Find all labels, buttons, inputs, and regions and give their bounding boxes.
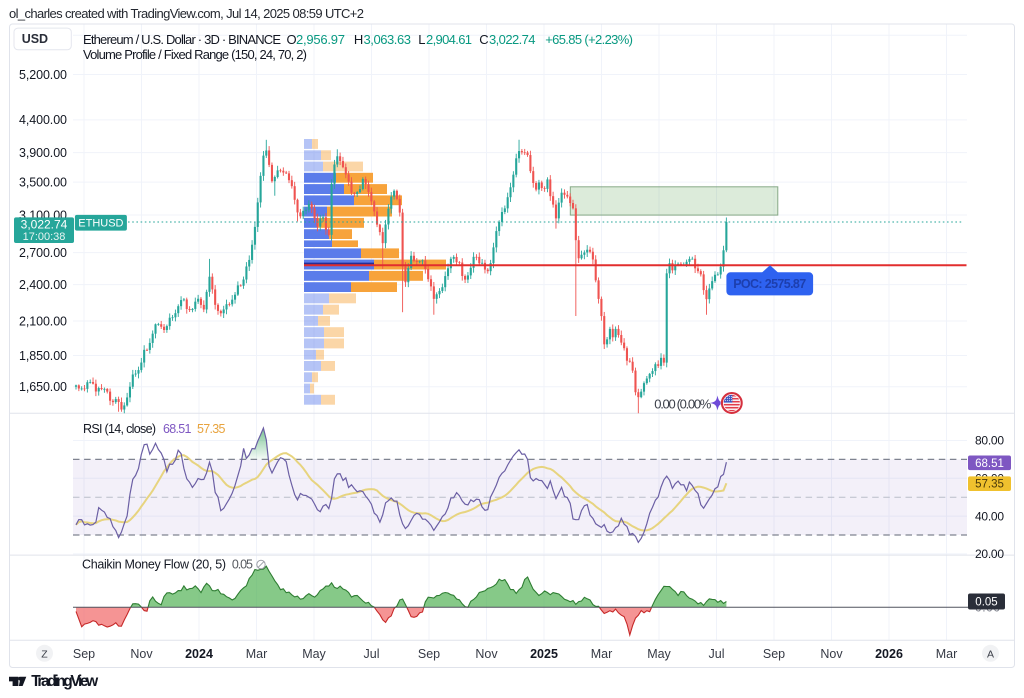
svg-text:Nov: Nov — [820, 647, 843, 661]
svg-text:2024: 2024 — [185, 647, 213, 661]
svg-text:ETHUSD: ETHUSD — [78, 218, 123, 230]
svg-text:May: May — [302, 647, 326, 661]
svg-text:+65.85 (+2.23%): +65.85 (+2.23%) — [545, 32, 633, 47]
svg-text:3,022.74: 3,022.74 — [21, 217, 68, 231]
svg-text:57.35: 57.35 — [975, 479, 1004, 491]
svg-text:O: O — [287, 32, 297, 47]
svg-text:17:00:38: 17:00:38 — [23, 231, 66, 243]
svg-text:2,700.00: 2,700.00 — [19, 246, 67, 260]
svg-text:3,900.00: 3,900.00 — [19, 146, 67, 160]
svg-text:Sep: Sep — [763, 647, 785, 661]
svg-text:H: H — [354, 32, 363, 47]
svg-text:Ethereum / U.S. Dollar · 3D ·: Ethereum / U.S. Dollar · 3D · BINANCE — [83, 32, 281, 47]
svg-text:Mar: Mar — [591, 647, 613, 661]
svg-text:2025: 2025 — [530, 647, 558, 661]
svg-text:Z: Z — [41, 648, 48, 660]
svg-text:Mar: Mar — [936, 647, 958, 661]
svg-text:2,904.61: 2,904.61 — [426, 32, 472, 47]
svg-text:2,956.97: 2,956.97 — [296, 32, 345, 47]
svg-text:Sep: Sep — [73, 647, 95, 661]
svg-text:Nov: Nov — [130, 647, 153, 661]
svg-text:Mar: Mar — [246, 647, 268, 661]
svg-text:0.00 (0.00%: 0.00 (0.00% — [654, 397, 711, 412]
svg-text:L: L — [418, 32, 425, 47]
svg-text:5,200.00: 5,200.00 — [19, 68, 67, 82]
svg-text:68.51: 68.51 — [163, 422, 192, 436]
svg-text:2,400.00: 2,400.00 — [19, 278, 67, 292]
svg-text:May: May — [647, 647, 671, 661]
svg-text:C: C — [479, 32, 488, 47]
svg-text:1,850.00: 1,850.00 — [19, 349, 67, 363]
svg-text:A: A — [987, 648, 994, 660]
svg-text:Sep: Sep — [418, 647, 440, 661]
svg-text:2026: 2026 — [875, 647, 903, 661]
svg-text:20.00: 20.00 — [975, 547, 1004, 561]
svg-text:3,022.74: 3,022.74 — [489, 32, 536, 47]
svg-text:4,400.00: 4,400.00 — [19, 113, 67, 127]
svg-text:Chaikin Money Flow (20, 5): Chaikin Money Flow (20, 5) — [82, 558, 226, 572]
svg-text:80.00: 80.00 — [975, 434, 1004, 448]
svg-text:Jul: Jul — [709, 647, 725, 661]
svg-text:68.51: 68.51 — [975, 458, 1004, 470]
svg-text:USD: USD — [22, 32, 48, 46]
svg-text:57.35: 57.35 — [197, 422, 226, 436]
svg-text:TradingView: TradingView — [31, 673, 99, 690]
svg-text:POC: 2575.87: POC: 2575.87 — [733, 277, 806, 291]
svg-text:Nov: Nov — [475, 647, 498, 661]
svg-text:40.00: 40.00 — [975, 509, 1004, 523]
svg-text:1,650.00: 1,650.00 — [19, 380, 67, 394]
svg-text:3,063.63: 3,063.63 — [364, 32, 412, 47]
svg-text:3,500.00: 3,500.00 — [19, 175, 67, 189]
svg-text:0.05: 0.05 — [232, 558, 253, 572]
svg-text:ol_charles created with Tradin: ol_charles created with TradingView.com,… — [9, 6, 364, 21]
svg-text:Volume Profile / Fixed Range (: Volume Profile / Fixed Range (150, 24, 7… — [83, 47, 307, 62]
svg-text:2,100.00: 2,100.00 — [19, 314, 67, 328]
svg-text:Jul: Jul — [364, 647, 380, 661]
svg-text:0.05: 0.05 — [975, 596, 997, 608]
svg-text:RSI (14, close): RSI (14, close) — [83, 422, 156, 436]
